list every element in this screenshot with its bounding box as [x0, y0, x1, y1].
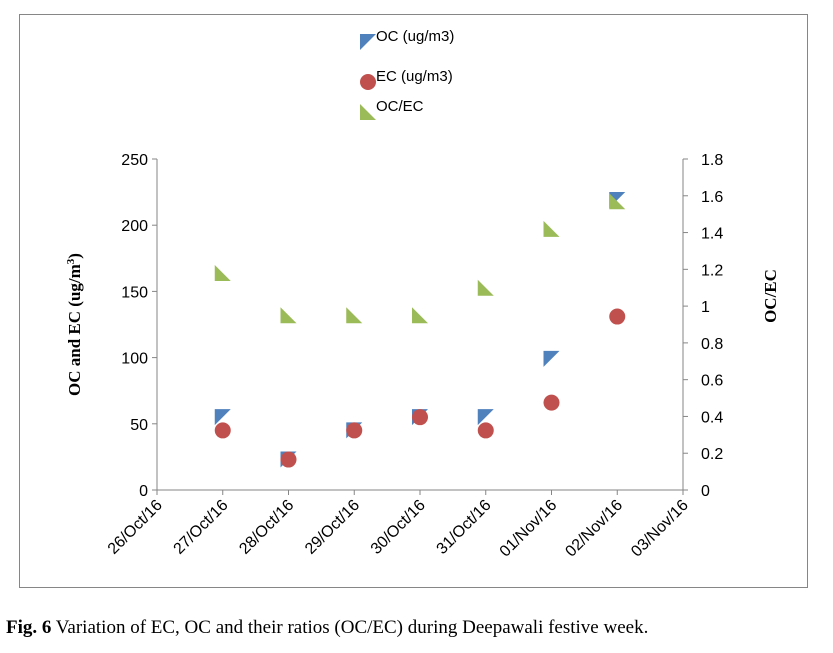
y-left-tick-label: 250	[121, 152, 148, 169]
y-right-tick-label: 1.8	[701, 152, 723, 169]
y-left-tick-label: 100	[121, 351, 148, 368]
y-left-tick-label: 0	[139, 483, 148, 500]
y-right-tick-label: 1.4	[701, 226, 723, 243]
triangle-green-point	[543, 220, 560, 237]
y-right-tick-label: 0.6	[701, 373, 723, 390]
legend-marker-circle-red	[360, 74, 376, 90]
triangle-blue-point	[477, 409, 494, 426]
y-right-tick-label: 1	[701, 299, 710, 316]
y-right-tick-label: 0	[701, 483, 710, 500]
circle-red-point	[280, 451, 297, 468]
triangle-green-point	[609, 193, 626, 210]
triangle-blue-point	[543, 350, 560, 367]
circle-red-point	[477, 422, 494, 439]
caption-text: Variation of EC, OC and their ratios (OC…	[51, 617, 649, 638]
y-left-tick-label: 150	[121, 284, 148, 301]
y-right-tick-label: 0.8	[701, 336, 723, 353]
triangle-green-point	[412, 307, 428, 324]
y-right-tick-label: 0.4	[701, 409, 723, 426]
circle-red-point	[214, 422, 231, 439]
y-right-tick-label: 1.6	[701, 189, 723, 206]
legend-marker-triangle-blue	[360, 34, 376, 50]
y-right-tick-label: 0.2	[701, 446, 723, 463]
y-left-tick-label: 200	[121, 218, 148, 235]
triangle-green-point	[214, 265, 231, 282]
y-right-tick-label: 1.2	[701, 262, 723, 279]
data-marks	[214, 192, 626, 468]
caption-label: Fig. 6	[6, 617, 52, 638]
triangle-blue-point	[214, 409, 231, 426]
legend-label: EC (ug/m3)	[376, 68, 453, 85]
circle-red-point	[412, 409, 428, 426]
y-axis-left-title: OC and EC (ug/m3)	[65, 253, 84, 396]
triangle-green-point	[280, 307, 297, 324]
triangle-green-point	[477, 279, 494, 296]
circle-red-point	[346, 422, 363, 439]
legend-label: OC/EC	[376, 98, 424, 115]
chart-frame	[19, 14, 808, 588]
legend-label: OC (ug/m3)	[376, 28, 454, 45]
circle-red-point	[609, 308, 626, 325]
y-axis-right-title: OC/EC	[761, 269, 780, 323]
triangle-green-point	[346, 307, 363, 324]
y-left-tick-label: 50	[130, 417, 148, 434]
legend: OC (ug/m3) EC (ug/m3) OC/EC	[360, 28, 454, 120]
circle-red-point	[543, 394, 560, 411]
legend-marker-triangle-green	[360, 104, 376, 120]
figure-caption: Fig. 6 Variation of EC, OC and their rat…	[6, 617, 833, 639]
